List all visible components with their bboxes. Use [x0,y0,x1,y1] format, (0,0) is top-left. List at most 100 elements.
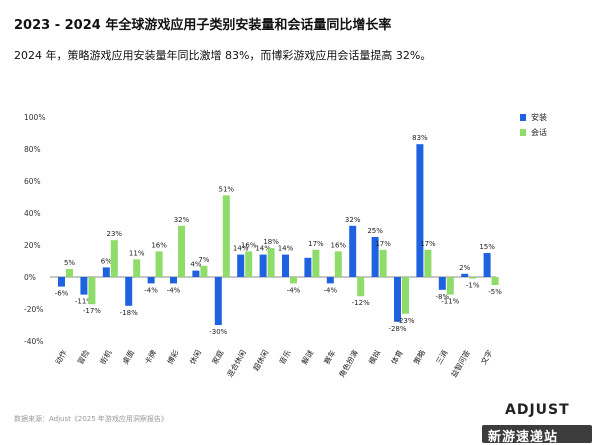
bar-chart: 100% 80% 60% 40% 20% 0% -20% -40% -6% -11% 6% -18% -… [24,112,547,379]
x-category-label: 桌面 [120,348,136,366]
data-label: 16% [331,241,347,249]
x-category-label: 解谜 [299,348,315,366]
data-label: -4% [287,286,301,294]
data-label: -11% [441,298,459,306]
install-bar [304,257,312,277]
y-tick-label: -20% [24,305,43,314]
y-tick-label: -40% [24,337,43,346]
data-label: -17% [83,307,101,315]
x-category-label: 街机 [97,348,113,366]
session-bar [66,269,73,277]
x-category-label: 益智问答 [448,348,472,379]
session-bar [88,277,96,305]
y-tick-label: 0% [24,273,36,282]
data-label: -8% [435,293,449,301]
session-bar [357,277,365,297]
x-category-label: 动作 [53,348,69,366]
install-bar [58,277,65,287]
chart-subtitle: 2024 年，策略游戏应用安装量年同比激增 83%，而博彩游戏应用会话量提高 3… [14,49,432,62]
session-bar [110,240,118,277]
data-label: -11% [75,298,93,306]
data-label: 18% [263,238,279,246]
legend-swatch [520,129,526,136]
install-bar [349,225,357,277]
data-label: -23% [396,317,414,325]
y-tick-label: 100% [24,113,45,122]
install-bar [102,267,110,277]
install-bar [80,277,88,295]
x-category-label: 家庭 [209,348,225,366]
x-category-label: 冒险 [75,348,91,366]
data-label: 11% [129,249,145,257]
data-label: 6% [101,257,112,265]
data-label: 16% [241,241,257,249]
data-label: 83% [412,134,428,142]
data-label: -6% [55,290,69,298]
legend-label: 会话 [531,127,547,137]
x-category-label: 音乐 [277,348,293,366]
data-label: -12% [352,299,370,307]
session-bar [200,265,208,277]
data-label: 14% [233,245,249,253]
y-tick-label: 40% [24,209,41,218]
data-label: 17% [420,240,436,248]
y-tick-label: 60% [24,177,41,186]
data-label: -5% [488,288,502,296]
data-label: -30% [209,328,227,336]
x-category-label: 模拟 [366,348,382,366]
session-bar [290,277,297,284]
brand-logo: ADJUST [505,402,570,418]
data-label: 5% [64,259,75,267]
watermark-text: 新游速递站 [488,430,559,445]
session-bar [178,225,185,277]
install-bar [416,144,424,277]
install-bar [237,254,245,277]
session-bar [312,249,320,277]
install-bar [326,277,334,284]
watermark: 新游速递站 [482,425,592,445]
legend-swatch [520,114,526,121]
session-bar [267,248,275,277]
x-category-label: 角色扮演 [336,348,360,379]
x-category-label: 超休闲 [250,348,270,372]
data-label: 17% [375,240,391,248]
data-label: 14% [278,245,294,253]
session-bar [379,249,387,277]
data-label: 4% [190,261,201,269]
x-category-label: 休闲 [187,348,203,366]
data-label: 32% [345,216,361,224]
session-bar [424,249,432,277]
x-category-label: 博彩 [165,348,181,366]
y-tick-label: 20% [24,241,41,250]
session-bar [491,277,499,285]
data-label: -28% [388,325,406,333]
data-label: -1% [466,282,480,290]
session-bar [245,251,253,277]
data-label: -18% [120,309,138,317]
data-label: 2% [459,264,470,272]
legend-label: 安装 [531,112,547,122]
data-label: 14% [255,245,271,253]
install-bar [282,254,289,277]
data-label: 32% [174,216,190,224]
data-label: 15% [479,243,495,251]
install-bar [214,277,222,325]
install-bar [259,254,267,277]
install-bar [394,277,401,322]
install-bar [125,277,133,306]
install-bar [192,270,200,277]
install-bar [438,277,446,290]
x-category-label: 赛车 [321,348,337,366]
data-label: 7% [198,256,209,264]
data-label: 17% [308,240,324,248]
session-bar [469,277,477,279]
y-tick-label: 80% [24,145,41,154]
watermark-background [482,425,592,443]
data-label: -4% [167,286,181,294]
data-label: -4% [144,286,158,294]
x-category-label: 体育 [389,348,405,366]
session-bar [133,259,141,277]
session-bar [222,195,230,277]
data-label: 16% [151,241,167,249]
install-bar [371,237,379,277]
